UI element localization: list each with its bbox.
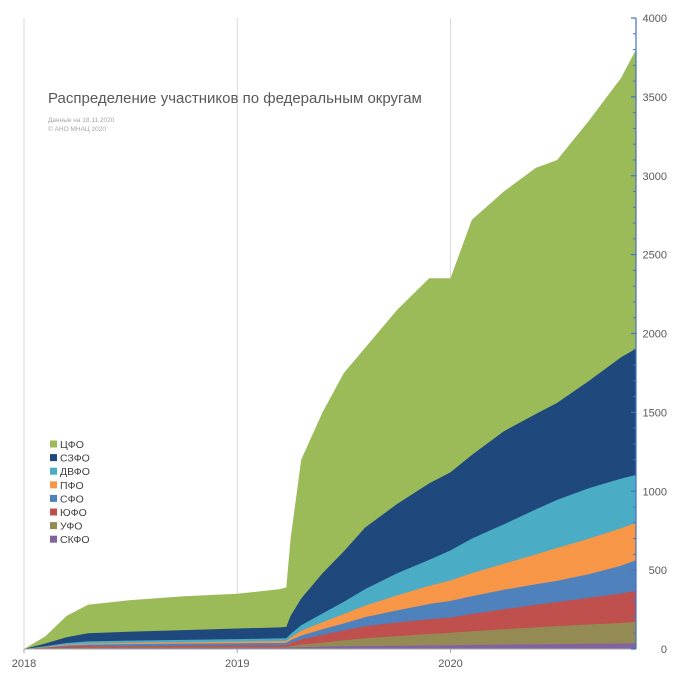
y-tick-label: 2000 bbox=[643, 329, 667, 341]
legend-label: УФО bbox=[60, 521, 82, 533]
x-tick-label: 2018 bbox=[12, 658, 36, 670]
legend-label: ЮФО bbox=[60, 507, 87, 519]
area-СКФО bbox=[24, 643, 636, 649]
legend-swatch bbox=[50, 522, 57, 530]
y-tick-label: 3000 bbox=[643, 171, 667, 183]
legend-label: СЗФО bbox=[60, 453, 90, 465]
legend-label: ЦФО bbox=[60, 439, 84, 451]
legend-swatch bbox=[50, 508, 57, 516]
axes: 0 500 1000 1500 2000 2500 3000 3500 4000 2018 2019… bbox=[12, 13, 667, 670]
y-tick-label: 4000 bbox=[643, 13, 667, 25]
x-tick-label: 2020 bbox=[438, 658, 462, 670]
legend-label: СФО bbox=[60, 493, 84, 505]
area-series bbox=[24, 49, 636, 650]
chart-subtitle-date: Данные на 18.11.2020 bbox=[48, 117, 115, 124]
legend-label: ДВФО bbox=[60, 466, 90, 478]
legend-swatch bbox=[50, 535, 57, 543]
chart-subtitle-copyright: © АНО МНАЦ 2020 bbox=[48, 125, 106, 133]
x-tick-label: 2019 bbox=[225, 658, 249, 670]
area-УФО bbox=[24, 621, 636, 649]
y-tick-label: 1500 bbox=[643, 407, 667, 419]
legend-swatch bbox=[50, 454, 57, 462]
y-tick-label: 3500 bbox=[643, 92, 667, 104]
legend-swatch bbox=[50, 467, 57, 475]
y-tick-label: 1000 bbox=[643, 486, 667, 498]
y-tick-label: 0 bbox=[661, 644, 667, 656]
legend-swatch bbox=[50, 494, 57, 502]
y-tick-label: 500 bbox=[649, 565, 667, 577]
chart-title: Распределение участников по федеральным … bbox=[48, 90, 422, 107]
y-tick-label: 2500 bbox=[643, 250, 667, 262]
legend-swatch bbox=[50, 440, 57, 448]
legend-label: ПФО bbox=[60, 480, 84, 492]
legend-swatch bbox=[50, 481, 57, 489]
legend-label: СКФО bbox=[60, 534, 90, 546]
